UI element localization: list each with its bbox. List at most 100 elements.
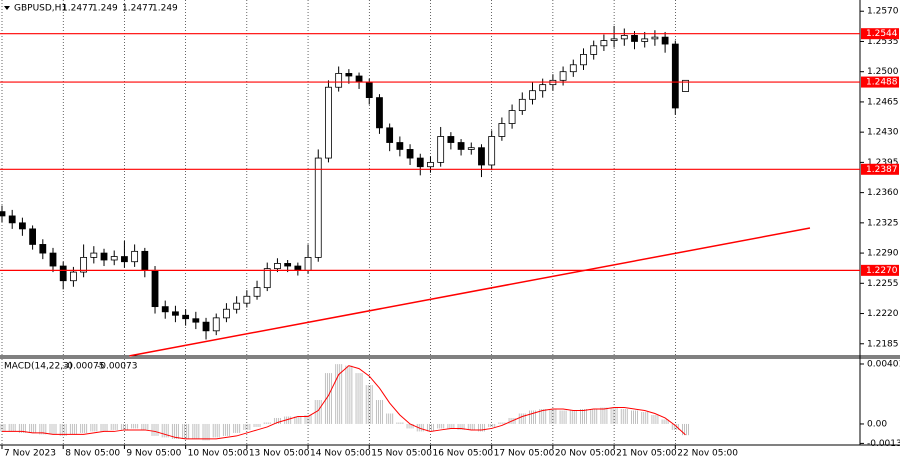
candle-body (141, 250, 149, 271)
level-label: 1.2270 (866, 266, 898, 276)
candle-body (559, 71, 567, 81)
level-label-box (861, 163, 899, 175)
candle-body (488, 136, 496, 166)
candle-body (682, 79, 689, 92)
candle-body (335, 73, 343, 88)
y-tick-label: 1.2185 (867, 339, 899, 349)
candle-body (182, 314, 190, 320)
y-tick-label: 1.2430 (867, 128, 899, 138)
candle-body (641, 38, 649, 42)
y-tick-label: 1.2290 (867, 249, 899, 259)
candle-body (192, 318, 200, 323)
signal-line (2, 365, 686, 440)
candle-body (233, 302, 241, 310)
candle-body (620, 35, 628, 40)
ohlc-value: 1.2477 (62, 4, 94, 14)
candle-body (518, 98, 526, 111)
candle-body (386, 127, 394, 143)
candle-body (345, 73, 353, 77)
candle-body (467, 147, 475, 150)
candle-body (8, 215, 16, 224)
candle-body (651, 36, 659, 40)
candle-body (19, 222, 26, 230)
candle-body (110, 256, 118, 261)
level-label: 1.2488 (866, 78, 898, 88)
candle-body (80, 256, 88, 273)
level-label: 1.2544 (866, 29, 898, 39)
candle-body (121, 256, 128, 263)
y-tick-label: 1.2395 (867, 158, 899, 168)
candle-body (610, 38, 618, 41)
candle-body (253, 287, 261, 297)
y-tick-label: 1.2255 (867, 279, 899, 289)
candle-body (396, 142, 404, 150)
level-label: 1.2387 (866, 165, 898, 175)
candle-body (447, 136, 455, 143)
indicator-title: MACD(14,22,3) (4, 362, 72, 372)
candle-body (294, 265, 302, 271)
candle-body (284, 263, 292, 267)
y-tick-label: 1.2465 (867, 97, 899, 107)
x-tick-label: 22 Nov 05:00 (677, 449, 738, 459)
candle-body (151, 269, 159, 308)
candle-body (671, 43, 679, 109)
candle-body (661, 36, 669, 45)
ohlc-value: 1.2477 (122, 4, 154, 14)
candle-body (172, 311, 179, 316)
menu-arrow (4, 6, 10, 10)
candle-body (243, 295, 251, 304)
candle-body (508, 110, 516, 124)
x-tick-label: 10 Nov 05:00 (188, 449, 249, 459)
x-tick-label: 15 Nov 05:00 (371, 449, 432, 459)
x-tick-label: 13 Nov 05:00 (249, 449, 310, 459)
x-tick-label: 9 Nov 05:00 (126, 449, 181, 459)
candle-body (569, 64, 577, 73)
candle-body (406, 149, 414, 159)
x-tick-label: 8 Nov 05:00 (65, 449, 120, 459)
trend-line (129, 227, 811, 357)
x-tick-label: 16 Nov 05:00 (432, 449, 493, 459)
candle-body (39, 244, 47, 254)
y-tick-label: 1.2325 (867, 218, 899, 228)
candle-body (131, 250, 139, 263)
candle-body (539, 84, 547, 92)
x-tick-label: 14 Nov 05:00 (310, 449, 371, 459)
candle-body (202, 321, 210, 332)
y-tick-label: 1.2360 (867, 188, 899, 198)
x-tick-label: 7 Nov 2023 (4, 449, 56, 459)
candle-body (59, 265, 67, 282)
y-tick-label: 1.2535 (867, 37, 899, 47)
x-tick-label: 20 Nov 05:00 (555, 449, 616, 459)
candle-body (600, 40, 608, 47)
indicator-value: -0.00075 (64, 362, 104, 372)
candle-body (314, 157, 322, 258)
candle-body (355, 75, 363, 83)
y-tick-label: 1.2570 (867, 7, 899, 17)
candle-body (161, 306, 169, 313)
candle-body (457, 142, 465, 150)
candle-body (274, 263, 281, 270)
candle-body (498, 123, 506, 137)
candle-body (304, 256, 312, 271)
y-tick-label: -0.0013 (867, 439, 900, 449)
x-tick-label: 17 Nov 05:00 (494, 449, 555, 459)
candle-body (29, 228, 37, 245)
level-label-box (861, 76, 899, 88)
candle-body (580, 54, 587, 66)
candle-body (437, 136, 445, 163)
indicator-value: -0.00073 (97, 362, 137, 372)
candle-body (478, 147, 485, 166)
candle-body (325, 86, 332, 159)
candle-body (70, 271, 77, 282)
candle-body (49, 252, 57, 267)
candle-body (376, 97, 383, 129)
candle-body (427, 161, 434, 168)
candle-body (90, 252, 98, 258)
candle-body (416, 157, 424, 168)
x-tick-label: 21 Nov 05:00 (616, 449, 677, 459)
level-label-box (861, 264, 899, 276)
ohlc-value: 1.249 (152, 4, 178, 14)
